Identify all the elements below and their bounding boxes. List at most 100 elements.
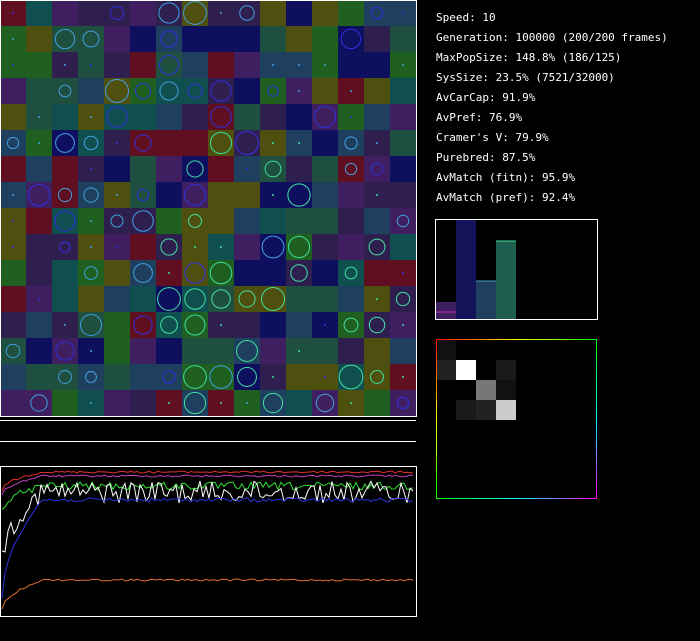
organism bbox=[55, 133, 75, 153]
cell bbox=[260, 156, 286, 182]
organism bbox=[402, 12, 404, 14]
cell bbox=[78, 182, 104, 208]
cell bbox=[234, 364, 260, 390]
organism bbox=[158, 54, 180, 76]
cell bbox=[260, 104, 286, 130]
cell bbox=[0, 286, 26, 312]
organism bbox=[12, 246, 14, 248]
cell bbox=[208, 130, 234, 156]
cell bbox=[286, 364, 312, 390]
cell bbox=[52, 0, 78, 26]
cell bbox=[390, 130, 416, 156]
cell bbox=[52, 286, 78, 312]
organism bbox=[396, 214, 410, 228]
cell bbox=[338, 312, 364, 338]
cell bbox=[286, 208, 312, 234]
cell bbox=[312, 130, 338, 156]
cell bbox=[208, 364, 234, 390]
cell bbox=[26, 78, 52, 104]
organism bbox=[116, 142, 118, 144]
cell bbox=[0, 260, 26, 286]
organism bbox=[220, 402, 222, 404]
stat-line: AvMatch (fitn): 95.9% bbox=[436, 171, 575, 184]
organism bbox=[90, 246, 92, 248]
cell bbox=[78, 364, 104, 390]
cell bbox=[78, 0, 104, 26]
hist-bar bbox=[496, 241, 516, 319]
cell bbox=[364, 0, 390, 26]
organism bbox=[90, 168, 92, 170]
cell bbox=[260, 0, 286, 26]
organism bbox=[402, 376, 404, 378]
organism bbox=[134, 134, 152, 152]
matrix bbox=[436, 339, 597, 499]
cell bbox=[52, 338, 78, 364]
cell bbox=[286, 286, 312, 312]
grid-frame bbox=[0, 0, 417, 417]
cell bbox=[26, 260, 52, 286]
organism bbox=[402, 272, 404, 274]
cell bbox=[312, 0, 338, 26]
cell bbox=[286, 182, 312, 208]
organism bbox=[261, 235, 285, 259]
cell bbox=[78, 26, 104, 52]
organism bbox=[324, 376, 326, 378]
organism bbox=[116, 194, 118, 196]
organism bbox=[184, 262, 206, 284]
cell bbox=[0, 338, 26, 364]
cell bbox=[312, 156, 338, 182]
cell bbox=[130, 338, 156, 364]
cell bbox=[312, 260, 338, 286]
organism bbox=[106, 106, 128, 128]
cell bbox=[182, 364, 208, 390]
history-plot-frame bbox=[0, 466, 417, 617]
histogram-frame bbox=[435, 219, 598, 320]
organism bbox=[395, 291, 411, 307]
cell bbox=[156, 312, 182, 338]
cell bbox=[182, 104, 208, 130]
cell bbox=[0, 156, 26, 182]
cell bbox=[130, 234, 156, 260]
cell bbox=[104, 208, 130, 234]
cell bbox=[208, 260, 234, 286]
organism bbox=[158, 2, 180, 24]
cell bbox=[52, 104, 78, 130]
organism bbox=[90, 116, 92, 118]
matrix-cell bbox=[476, 380, 496, 400]
cell bbox=[338, 260, 364, 286]
cell bbox=[52, 182, 78, 208]
cell bbox=[208, 52, 234, 78]
matrix-frame bbox=[436, 339, 597, 499]
organism bbox=[184, 184, 206, 206]
cell bbox=[260, 338, 286, 364]
cell bbox=[390, 156, 416, 182]
organism bbox=[160, 30, 178, 48]
organism bbox=[30, 394, 48, 412]
cell bbox=[104, 260, 130, 286]
organism bbox=[210, 80, 232, 102]
cell bbox=[104, 286, 130, 312]
organism bbox=[210, 106, 232, 128]
cell bbox=[312, 234, 338, 260]
organism bbox=[264, 160, 282, 178]
cell bbox=[156, 182, 182, 208]
organism bbox=[186, 160, 204, 178]
organism bbox=[135, 83, 151, 99]
organism bbox=[209, 261, 233, 285]
organism bbox=[183, 1, 207, 25]
organism bbox=[116, 246, 118, 248]
cell bbox=[312, 104, 338, 130]
cell bbox=[234, 130, 260, 156]
cell bbox=[364, 260, 390, 286]
organism bbox=[160, 316, 178, 334]
cell bbox=[312, 286, 338, 312]
organism bbox=[350, 402, 352, 404]
cell bbox=[260, 208, 286, 234]
organism bbox=[54, 210, 76, 232]
matrix-cell bbox=[496, 400, 516, 420]
organism bbox=[272, 142, 274, 144]
cell bbox=[364, 338, 390, 364]
cell bbox=[104, 26, 130, 52]
organism bbox=[133, 315, 153, 335]
stat-line: Cramer's V: 79.9% bbox=[436, 131, 549, 144]
